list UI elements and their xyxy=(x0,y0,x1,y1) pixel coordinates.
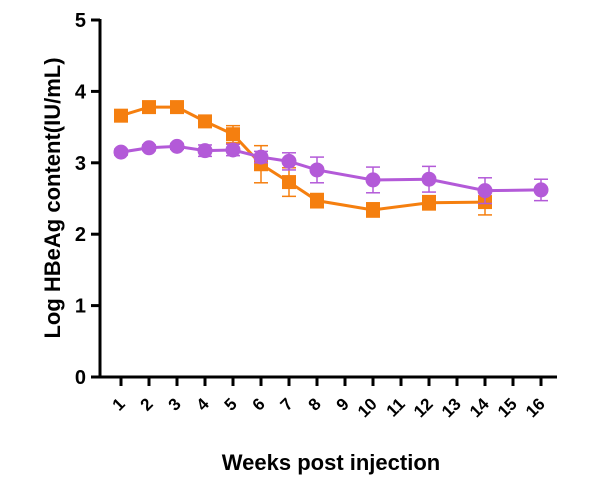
data-point xyxy=(114,108,128,123)
data-point xyxy=(141,140,157,156)
data-point xyxy=(197,143,213,159)
x-tick-label: 12 xyxy=(410,394,437,421)
y-tick-label: 5 xyxy=(75,10,86,32)
x-tick-label: 11 xyxy=(383,394,409,420)
series-line xyxy=(120,105,486,212)
data-point xyxy=(310,193,324,208)
data-point xyxy=(422,195,436,210)
x-tick-label: 14 xyxy=(466,394,493,421)
data-point xyxy=(281,153,297,169)
data-point xyxy=(198,114,212,129)
x-tick-label: 13 xyxy=(438,394,465,421)
y-axis-title: Log HBeAg content(IU/mL) xyxy=(40,57,65,338)
data-point xyxy=(282,175,296,190)
data-point xyxy=(533,182,549,198)
y-tick-label: 1 xyxy=(75,296,86,318)
data-point xyxy=(226,127,240,142)
series-circle xyxy=(113,138,549,205)
x-tick-label: 15 xyxy=(494,394,521,421)
x-tick-label: 10 xyxy=(354,394,381,421)
data-point xyxy=(113,144,129,160)
x-tick-label: 6 xyxy=(249,394,269,414)
x-tick-label: 3 xyxy=(165,394,185,414)
series-layer xyxy=(113,100,549,218)
data-point xyxy=(142,100,156,115)
data-point xyxy=(225,142,241,158)
y-tick-label: 3 xyxy=(75,153,86,175)
x-tick-label: 16 xyxy=(522,394,549,421)
x-tick-label: 4 xyxy=(193,394,214,415)
series-line xyxy=(120,144,542,193)
y-tick-label: 2 xyxy=(75,224,86,246)
data-point xyxy=(169,138,185,154)
y-tick-label: 0 xyxy=(75,367,86,389)
x-tick-label: 8 xyxy=(305,394,325,414)
x-tick-label: 2 xyxy=(137,394,157,414)
x-tick-label: 9 xyxy=(333,394,353,414)
x-tick-label: 7 xyxy=(277,394,297,414)
data-point xyxy=(477,183,493,199)
y-tick-label: 4 xyxy=(75,81,87,103)
x-tick-label: 5 xyxy=(221,394,241,414)
data-point xyxy=(365,172,381,188)
x-axis-title: Weeks post injection xyxy=(222,450,440,475)
series-square xyxy=(114,100,492,218)
data-point xyxy=(253,149,269,165)
data-point xyxy=(421,171,437,187)
x-tick-label: 1 xyxy=(109,394,129,414)
data-point xyxy=(170,100,184,115)
data-point xyxy=(366,202,380,217)
data-point xyxy=(309,162,325,178)
